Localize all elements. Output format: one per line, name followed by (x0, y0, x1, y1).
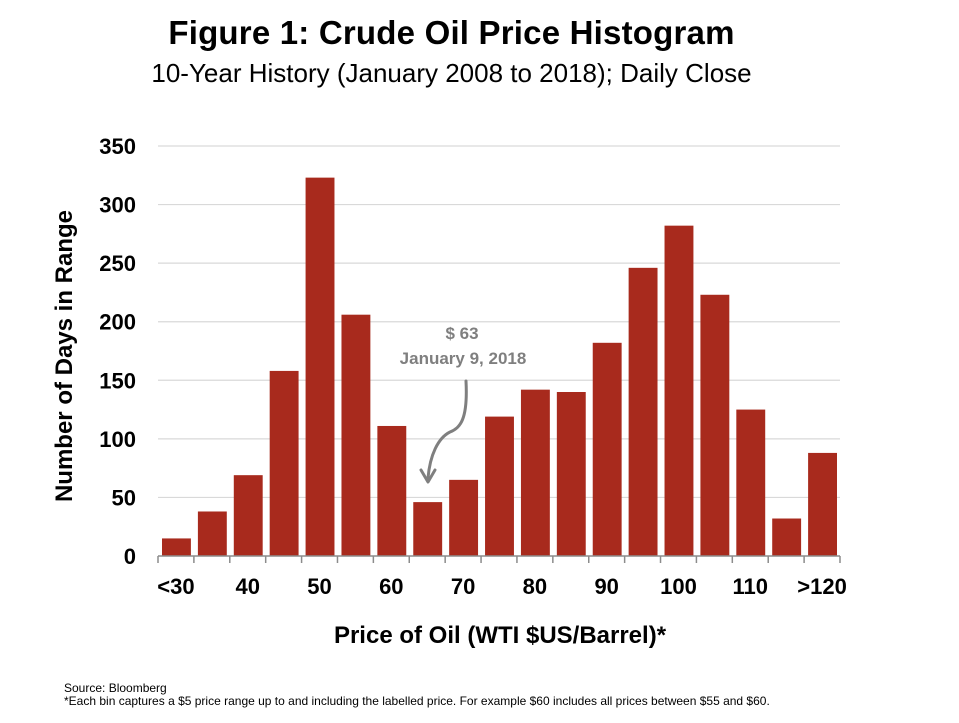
x-tick-label: >120 (797, 574, 847, 599)
y-tick-label: 50 (112, 485, 136, 510)
annotation-date: January 9, 2018 (400, 349, 527, 368)
x-tick-label: 110 (733, 574, 769, 599)
x-tick-label: 40 (235, 574, 259, 599)
bar (377, 425, 407, 556)
annotation-arrow-icon (426, 379, 468, 480)
bar (808, 452, 837, 556)
bars (162, 177, 837, 556)
y-tick-label: 250 (99, 251, 136, 276)
bar (449, 479, 479, 556)
x-tick-label: 70 (451, 574, 475, 599)
annotation-price: $ 63 (445, 324, 478, 343)
bar (341, 314, 371, 556)
price-annotation: $ 63 January 9, 2018 (400, 324, 527, 484)
bar (556, 392, 586, 556)
x-tick-label: 80 (523, 574, 547, 599)
bar (162, 538, 191, 556)
bar (413, 502, 443, 556)
bin-footnote: *Each bin captures a $5 price range up t… (64, 694, 770, 708)
x-axis (157, 555, 841, 563)
arrowhead-icon (419, 468, 437, 484)
bar (592, 342, 622, 556)
y-axis-label: Number of Days in Range (51, 210, 78, 502)
chart-subtitle: 10-Year History (January 2008 to 2018); … (151, 58, 752, 88)
y-tick-label: 0 (124, 544, 136, 569)
x-tick-labels: <30 40 50 60 70 80 90 100 110 >120 (157, 574, 847, 599)
bar (520, 389, 550, 556)
y-tick-label: 300 (99, 193, 136, 218)
bar (269, 370, 299, 556)
bar (664, 225, 694, 556)
source-note: Source: Bloomberg (64, 681, 167, 695)
x-tick-label: 100 (660, 574, 697, 599)
y-tick-label: 150 (99, 368, 136, 393)
bar (700, 294, 730, 556)
y-tick-label: 100 (99, 427, 136, 452)
bar (736, 409, 766, 556)
y-tick-labels: 0 50 100 150 200 250 300 350 (99, 134, 136, 569)
y-tick-label: 350 (99, 134, 136, 159)
bar (485, 416, 514, 556)
bar (233, 475, 263, 556)
x-tick-label: <30 (157, 574, 194, 599)
bar (305, 177, 335, 556)
x-tick-label: 90 (594, 574, 618, 599)
y-tick-label: 200 (99, 310, 136, 335)
x-axis-label: Price of Oil (WTI $US/Barrel)* (334, 622, 667, 649)
x-tick-label: 60 (379, 574, 403, 599)
bar (772, 518, 802, 556)
bar (197, 511, 227, 556)
chart-title: Figure 1: Crude Oil Price Histogram (168, 14, 735, 51)
x-tick-label: 50 (307, 574, 331, 599)
bar (628, 267, 658, 556)
